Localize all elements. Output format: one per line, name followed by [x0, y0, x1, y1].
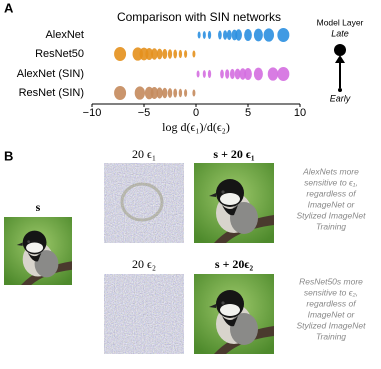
- layer-marker: [235, 29, 242, 41]
- layer-marker: [114, 86, 127, 100]
- legend-early-dot: [338, 88, 342, 92]
- note-text: ImageNet or: [308, 309, 356, 319]
- layer-marker: [202, 70, 206, 78]
- legend-arrowhead: [335, 55, 345, 63]
- note-text: ImageNet or: [308, 199, 356, 209]
- layer-marker: [178, 88, 183, 98]
- layer-marker: [267, 67, 279, 81]
- image-label: 20 ϵ₂: [132, 257, 156, 271]
- layer-marker: [114, 47, 127, 61]
- layer-marker: [178, 49, 183, 59]
- layer-marker: [132, 47, 143, 61]
- layer-marker: [134, 86, 145, 100]
- layer-marker: [218, 30, 222, 40]
- perturbed-image: [194, 163, 274, 243]
- layer-marker: [144, 86, 154, 100]
- layer-marker: [192, 50, 196, 58]
- image-label: s: [36, 200, 41, 214]
- image-label: s + 20ϵ₂: [215, 257, 254, 271]
- image-label: s + 20 ϵ₁: [213, 147, 255, 161]
- note-text: Stylized ImageNet: [297, 320, 367, 330]
- y-tick-label: ResNet50: [35, 48, 84, 60]
- legend-title: Model Layer: [317, 17, 364, 27]
- note-text: regardless of: [306, 188, 357, 198]
- layer-marker: [234, 68, 241, 80]
- layer-marker: [220, 69, 224, 79]
- layer-marker: [239, 68, 247, 80]
- note-text: sensitive to ϵ₁,: [304, 177, 358, 187]
- x-axis-label: log d(ϵ₁)/d(ϵ₂): [162, 120, 230, 134]
- legend-early: Early: [330, 93, 351, 103]
- layer-marker: [184, 50, 188, 58]
- noise-image: [104, 163, 184, 243]
- layer-marker: [207, 30, 212, 40]
- layer-marker: [167, 49, 173, 59]
- layer-marker: [253, 28, 263, 42]
- layer-marker: [244, 28, 252, 42]
- noise-structure: [120, 182, 164, 222]
- chart-title: Comparison with SIN networks: [117, 10, 281, 24]
- y-tick-label: ResNet (SIN): [19, 87, 84, 99]
- y-tick-label: AlexNet: [45, 29, 84, 41]
- note-text: Training: [316, 331, 346, 341]
- layer-marker: [196, 70, 200, 78]
- layer-marker: [202, 31, 206, 39]
- x-tick-label: −10: [83, 107, 102, 119]
- panel-label: B: [4, 148, 13, 163]
- layer-marker: [192, 89, 196, 97]
- layer-marker: [223, 30, 228, 40]
- layer-marker: [263, 28, 275, 42]
- layer-marker: [151, 48, 158, 60]
- layer-marker: [207, 69, 212, 79]
- note-text: sensitive to ϵ₂,: [304, 287, 358, 297]
- layer-marker: [244, 67, 252, 81]
- note-text: ResNet50s more: [299, 276, 363, 286]
- layer-marker: [162, 48, 168, 60]
- note-text: Stylized ImageNet: [297, 210, 367, 220]
- x-tick-label: 0: [193, 107, 199, 119]
- note-text: AlexNets more: [302, 166, 359, 176]
- layer-marker: [162, 87, 168, 99]
- panel-label: A: [4, 0, 14, 15]
- noise-image: [104, 274, 184, 354]
- perturbed-image: [194, 274, 274, 354]
- legend-late-dot: [334, 44, 346, 56]
- layer-marker: [156, 87, 163, 99]
- image-label: 20 ϵ₁: [132, 147, 156, 161]
- layer-marker: [277, 28, 290, 42]
- layer-marker: [184, 89, 188, 97]
- layer-marker: [277, 67, 290, 81]
- note-text: regardless of: [306, 298, 357, 308]
- legend-late: Late: [331, 28, 349, 38]
- layer-marker: [156, 48, 163, 60]
- layer-marker: [229, 68, 235, 80]
- layer-marker: [226, 29, 232, 41]
- layer-marker: [173, 49, 178, 59]
- layer-marker: [197, 31, 201, 39]
- source-image: [4, 217, 72, 285]
- x-tick-label: −5: [138, 107, 151, 119]
- layer-marker: [167, 88, 173, 98]
- layer-marker: [253, 67, 263, 81]
- x-tick-label: 5: [245, 107, 251, 119]
- layer-marker: [173, 88, 178, 98]
- layer-marker: [225, 69, 230, 79]
- note-text: Training: [316, 221, 346, 231]
- y-tick-label: AlexNet (SIN): [17, 68, 84, 80]
- x-tick-label: 10: [294, 107, 306, 119]
